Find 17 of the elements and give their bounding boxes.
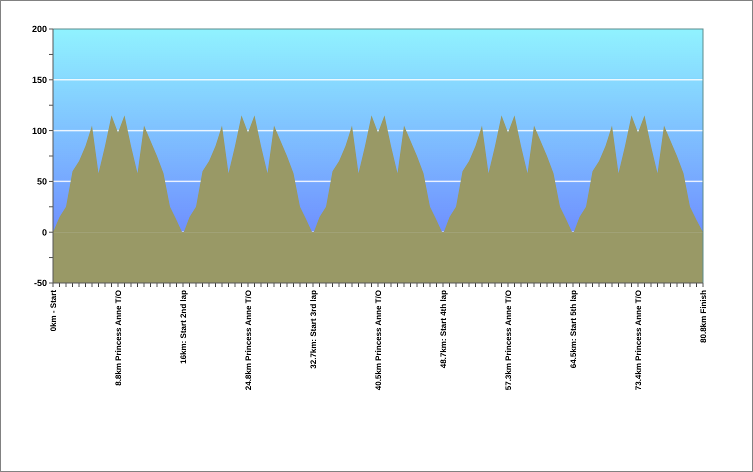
y-tick-label: -50 (34, 278, 47, 288)
x-tick-label: 0km - Start (48, 290, 58, 332)
x-tick-label: 8.8km Princess Anne T/O (114, 290, 123, 386)
y-tick-label: 150 (32, 74, 47, 85)
x-tick-label: 73.4km Princess Anne T/O (634, 290, 643, 390)
x-tick-label: 64.5km: Start 5th lap (568, 290, 578, 368)
x-tick-label: 16km: Start 2nd lap (178, 290, 188, 364)
x-tick-label: 24.8km Princess Anne T/O (244, 290, 253, 390)
y-tick-label: 50 (36, 176, 47, 187)
y-tick-label: 100 (32, 126, 47, 136)
x-tick-label: 57.3km Princess Anne T/O (504, 290, 513, 390)
x-tick-label: 48.7km: Start 4th lap (438, 290, 448, 368)
y-tick-label: 0 (42, 227, 47, 238)
x-tick-label: 80.8km Finish (698, 290, 708, 343)
x-tick-label: 40.5km Princess Anne T/O (374, 290, 383, 390)
y-tick-label: 200 (32, 24, 47, 34)
x-tick-label: 32.7km: Start 3rd lap (308, 290, 318, 369)
